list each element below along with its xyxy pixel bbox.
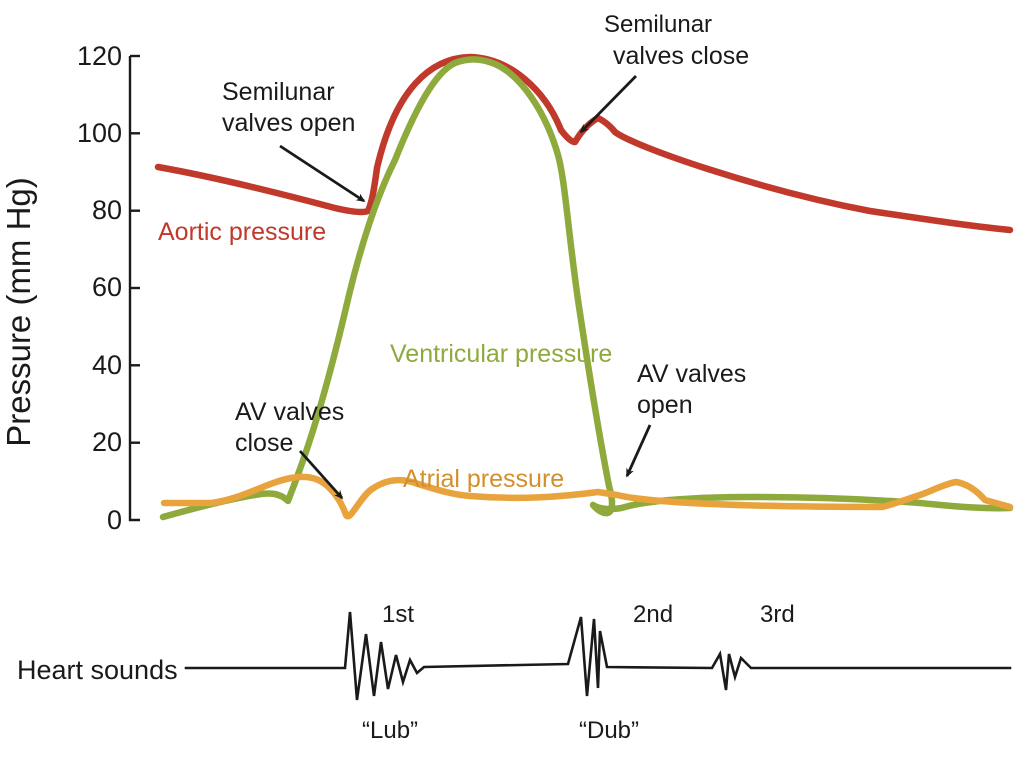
svg-text:60: 60	[92, 272, 122, 302]
svg-text:120: 120	[77, 41, 122, 71]
svg-text:1st: 1st	[382, 601, 414, 628]
svg-text:open: open	[637, 391, 693, 419]
svg-text:Semilunar: Semilunar	[222, 78, 335, 106]
svg-text:0: 0	[107, 505, 122, 535]
svg-text:valves close: valves close	[613, 42, 749, 70]
svg-text:Atrial pressure: Atrial pressure	[403, 465, 564, 493]
svg-text:AV valves: AV valves	[637, 360, 746, 388]
svg-text:close: close	[235, 429, 293, 457]
svg-text:Pressure (mm Hg): Pressure (mm Hg)	[0, 177, 37, 447]
svg-text:“Lub”: “Lub”	[362, 717, 418, 744]
svg-text:2nd: 2nd	[633, 601, 673, 628]
svg-text:“Dub”: “Dub”	[579, 717, 639, 744]
svg-text:80: 80	[92, 195, 122, 225]
svg-text:Semilunar: Semilunar	[604, 11, 712, 38]
svg-text:AV valves: AV valves	[235, 398, 344, 426]
svg-text:valves open: valves open	[222, 109, 355, 137]
svg-text:40: 40	[92, 350, 122, 380]
svg-text:20: 20	[92, 427, 122, 457]
svg-text:3rd: 3rd	[760, 601, 795, 628]
svg-text:100: 100	[77, 118, 122, 148]
svg-text:Heart sounds: Heart sounds	[17, 655, 178, 685]
svg-text:Ventricular pressure: Ventricular pressure	[390, 340, 612, 368]
svg-text:Aortic pressure: Aortic pressure	[158, 218, 326, 246]
